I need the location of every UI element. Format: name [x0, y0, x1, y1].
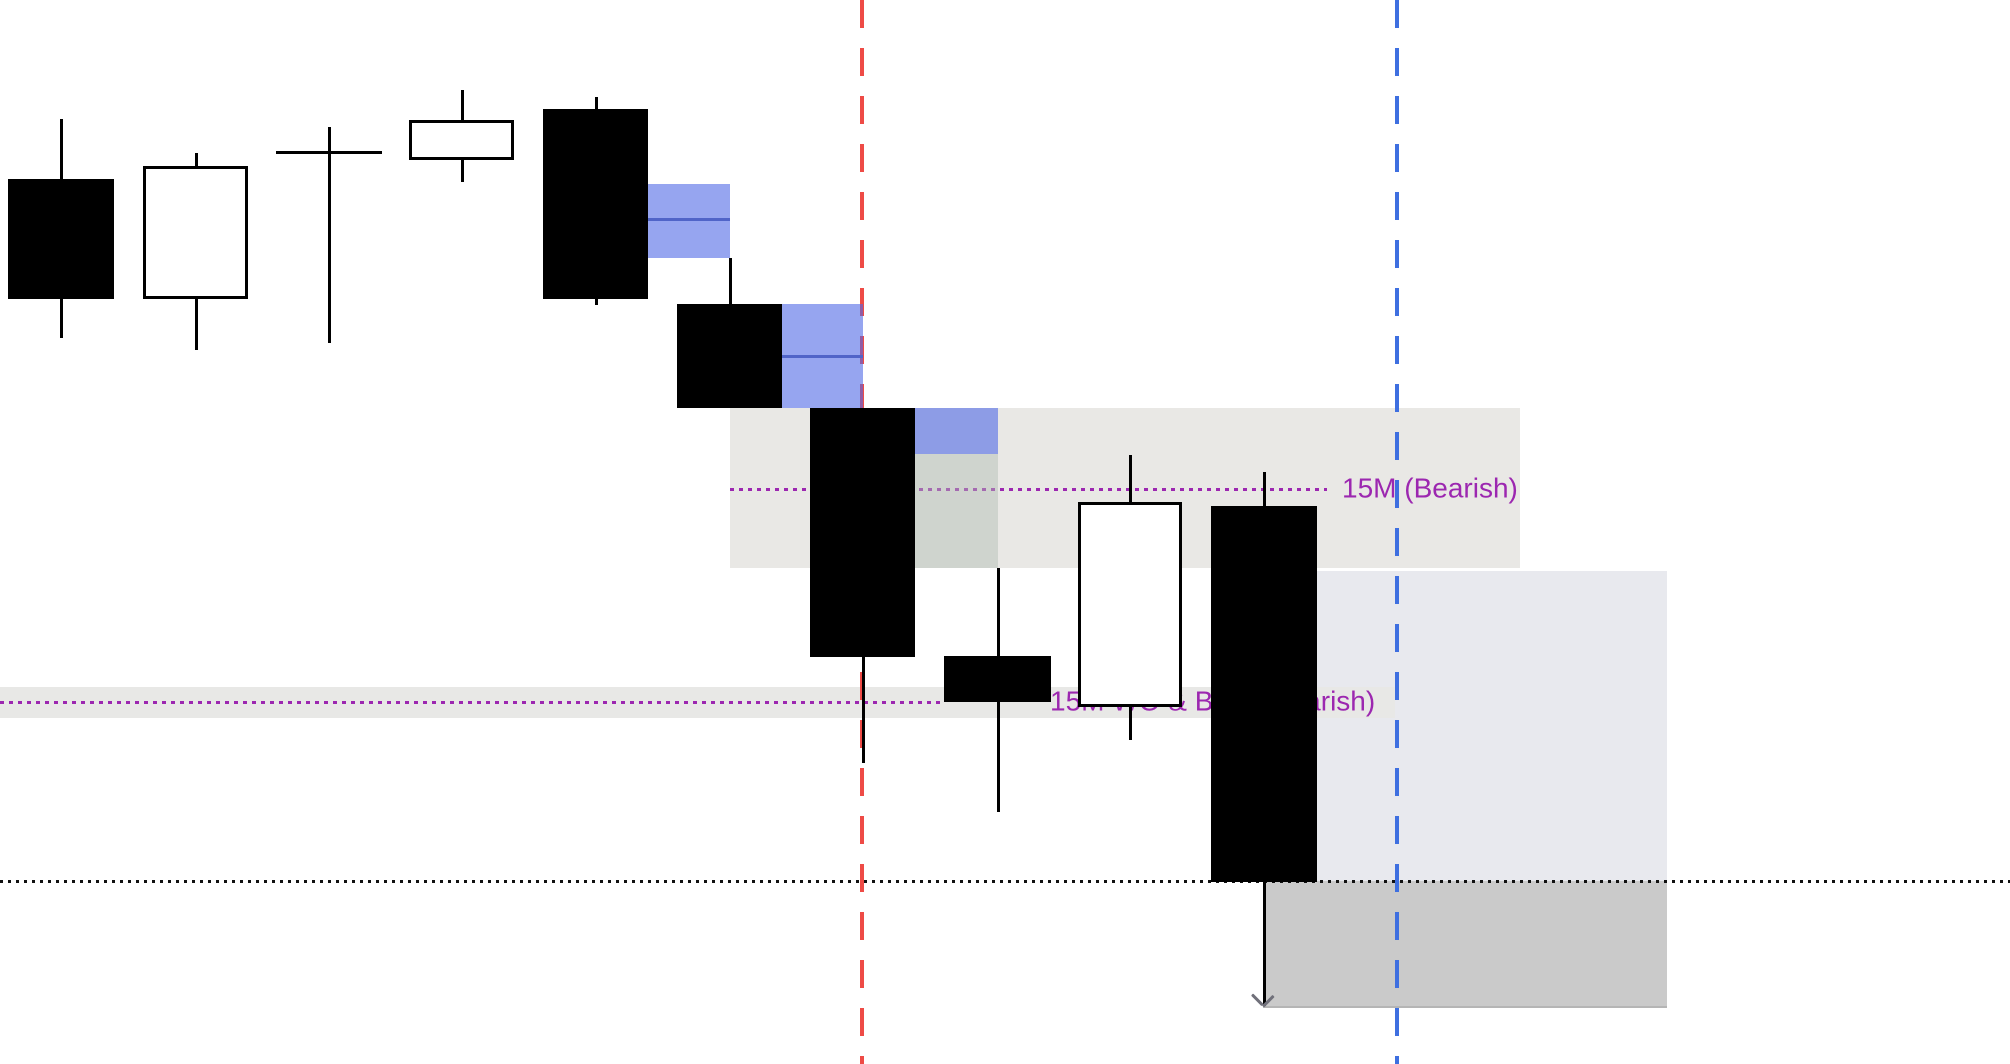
- bos-line-upper[interactable]: [730, 488, 1327, 491]
- candle-body-bearish: [1211, 506, 1317, 882]
- fvg-box-1[interactable]: [648, 184, 730, 258]
- candle-body-bearish: [543, 109, 648, 299]
- candle-body-bearish: [677, 304, 782, 408]
- fvg-box-2[interactable]: [782, 304, 863, 408]
- candle-body-bearish: [8, 179, 114, 299]
- annotation-label-1[interactable]: 15M (Bearish): [1342, 472, 1518, 504]
- target-line[interactable]: [0, 880, 2010, 883]
- fvg-midline: [782, 355, 863, 358]
- fvg-midline: [648, 218, 730, 221]
- candle-body-doji: [276, 151, 382, 154]
- candle-body-bullish: [409, 120, 514, 160]
- right-zone-upper[interactable]: [1263, 571, 1667, 881]
- right-zone-lower[interactable]: [1263, 881, 1667, 1008]
- session-line-blue[interactable]: [1395, 0, 1399, 1064]
- fvg-box-3[interactable]: [915, 408, 998, 454]
- candle-body-bearish: [944, 656, 1051, 702]
- candle-wick: [328, 127, 331, 343]
- candle-body-bullish: [1078, 502, 1182, 707]
- candle-body-bearish: [810, 408, 915, 657]
- bos-line-lower[interactable]: [0, 701, 943, 704]
- candle-body-bullish: [143, 166, 248, 299]
- overlap-zone[interactable]: [915, 454, 998, 568]
